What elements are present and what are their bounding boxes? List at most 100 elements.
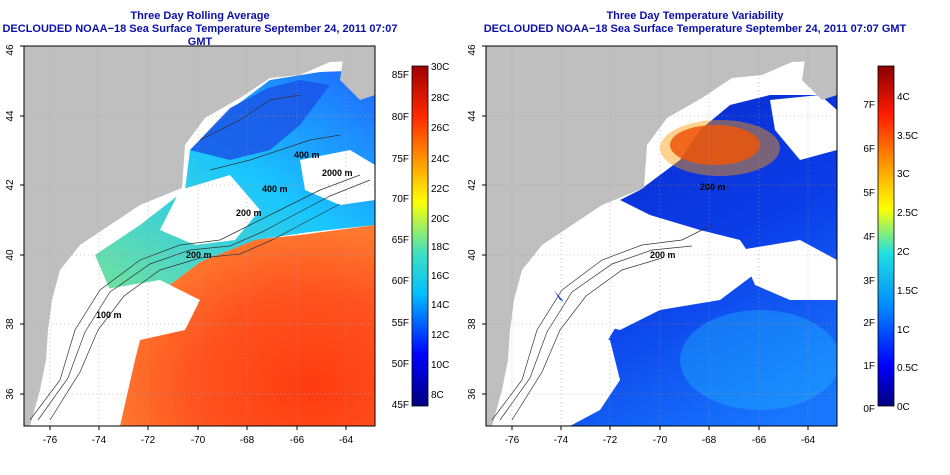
lon-tick-label: -76: [43, 435, 58, 446]
right-lat-axis: 36 38 40 42 44 46: [467, 44, 486, 400]
left-cloud-patch-4: [85, 330, 120, 400]
lat-tick-label: 40: [467, 249, 478, 261]
right-grid: [486, 46, 837, 426]
contour-label: 400 m: [262, 184, 288, 194]
lat-tick-label: 46: [5, 44, 16, 56]
colorbar-label: 75F: [392, 154, 409, 165]
left-title-line2: DECLOUDED NOAA−18 Sea Surface Temperatur…: [2, 23, 398, 48]
colorbar-label: 14C: [431, 300, 449, 311]
colorbar-label: 0F: [863, 404, 875, 415]
lat-tick-label: 42: [467, 179, 478, 191]
left-cold-water: [190, 80, 330, 160]
right-land: [486, 46, 837, 426]
left-colorbar-fahrenheit-labels: 85F 80F 75F 70F 65F 60F 55F 50F 45F: [392, 70, 409, 411]
colorbar-label: 5F: [863, 188, 875, 199]
left-warm-water: [120, 225, 375, 426]
contour-label: 400 m: [294, 150, 320, 160]
lat-tick-label: 46: [467, 44, 478, 56]
right-title-line2: DECLOUDED NOAA−18 Sea Surface Temperatur…: [483, 23, 907, 35]
lon-tick-label: -66: [290, 435, 305, 446]
colorbar-label: 4C: [897, 92, 910, 103]
colorbar-label: 28C: [431, 93, 449, 104]
left-land: [24, 46, 375, 426]
left-cloud-patch-3: [300, 150, 375, 205]
left-colorbar-celsius-labels: 30C 28C 26C 24C 22C 20C 18C 16C 14C 12C …: [431, 62, 449, 401]
contour-label: 200 m: [236, 208, 262, 218]
colorbar-label: 3C: [897, 169, 910, 180]
lon-tick-label: -72: [141, 435, 156, 446]
lat-tick-label: 38: [5, 318, 16, 330]
colorbar-label: 7F: [863, 100, 875, 111]
colorbar-label: 3F: [863, 276, 875, 287]
contour-label: 200 m: [186, 250, 212, 260]
left-cloud-patch-1: [160, 175, 260, 245]
contour-label: 100 m: [96, 310, 122, 320]
colorbar-label: 55F: [392, 318, 409, 329]
contour-label: 200 m: [700, 182, 726, 192]
lat-tick-label: 44: [467, 110, 478, 122]
colorbar-label: 22C: [431, 184, 449, 195]
colorbar-label: 8C: [431, 390, 444, 401]
right-colorbar-celsius-labels: 4C 3.5C 3C 2.5C 2C 1.5C 1C 0.5C 0C: [897, 92, 918, 413]
lon-tick-label: -70: [653, 435, 668, 446]
right-cloud-patch-1: [520, 190, 760, 330]
left-land-nova-scotia: [340, 46, 375, 100]
left-title-line1: Three Day Rolling Average: [130, 10, 270, 22]
lon-tick-label: -64: [801, 435, 816, 446]
colorbar-label: 2C: [897, 247, 910, 258]
left-map: 400 m 2000 m 400 m 200 m 200 m 100 m: [24, 46, 375, 426]
lat-tick-label: 38: [467, 318, 478, 330]
colorbar-label: 60F: [392, 276, 409, 287]
lat-tick-label: 40: [5, 249, 16, 261]
right-lon-axis: -76 -74 -72 -70 -68 -66 -64: [505, 426, 816, 446]
lon-tick-label: -74: [92, 435, 107, 446]
colorbar-label: 30C: [431, 62, 449, 73]
right-title-line1: Three Day Temperature Variability: [606, 10, 784, 22]
left-map-frame: [23, 45, 376, 427]
lon-tick-label: -76: [505, 435, 520, 446]
right-colorbar-fahrenheit-labels: 7F 6F 5F 4F 3F 2F 1F 0F: [863, 100, 875, 415]
left-lat-axis: 36 38 40 42 44 46: [5, 44, 24, 400]
right-title: Three Day Temperature Variability DECLOU…: [440, 10, 950, 36]
right-land-nova-scotia: [802, 46, 837, 100]
left-title: Three Day Rolling Average DECLOUDED NOAA…: [0, 10, 400, 49]
lon-tick-label: -70: [191, 435, 206, 446]
right-cloud-patch-3: [540, 330, 620, 426]
colorbar-label: 2.5C: [897, 208, 918, 219]
right-cloud-patch-2: [740, 240, 837, 300]
lat-tick-label: 36: [5, 388, 16, 400]
left-colorbar: [411, 65, 429, 407]
colorbar-label: 45F: [392, 400, 409, 411]
lon-tick-label: -64: [339, 435, 354, 446]
colorbar-label: 85F: [392, 70, 409, 81]
colorbar-label: 65F: [392, 235, 409, 246]
colorbar-label: 20C: [431, 214, 449, 225]
contour-label: 2000 m: [322, 168, 353, 178]
right-map-frame: [485, 45, 838, 427]
right-colorbar: [877, 65, 895, 407]
right-hotspot-orange: [660, 120, 780, 176]
colorbar-label: 0.5C: [897, 363, 918, 374]
lon-tick-label: -74: [554, 435, 569, 446]
lon-tick-label: -68: [702, 435, 717, 446]
lon-tick-label: -66: [752, 435, 767, 446]
colorbar-label: 3.5C: [897, 131, 918, 142]
left-contours: [29, 94, 371, 421]
colorbar-label: 1C: [897, 325, 910, 336]
colorbar-label: 2F: [863, 318, 875, 329]
colorbar-label: 12C: [431, 330, 449, 341]
colorbar-label: 26C: [431, 123, 449, 134]
colorbar-label: 10C: [431, 360, 449, 371]
lon-tick-label: -68: [240, 435, 255, 446]
lon-tick-label: -72: [603, 435, 618, 446]
colorbar-label: 18C: [431, 242, 449, 253]
colorbar-label: 80F: [392, 112, 409, 123]
right-band-cyan: [680, 310, 837, 410]
right-hotspot-red: [670, 125, 760, 165]
colorbar-label: 0C: [897, 402, 910, 413]
colorbar-label: 70F: [392, 194, 409, 205]
left-contour-labels: 400 m 2000 m 400 m 200 m 200 m 100 m: [96, 150, 353, 320]
right-map: 200 m 200 m: [486, 46, 837, 426]
right-cloud-patch-4: [770, 95, 837, 160]
